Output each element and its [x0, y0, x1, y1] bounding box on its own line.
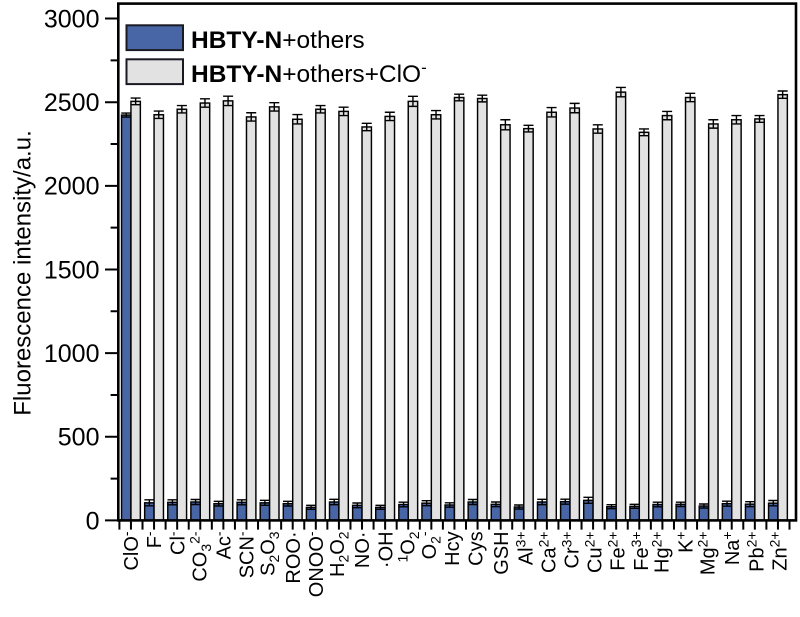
- svg-text:S2​O3​: S2​O3​: [257, 531, 282, 576]
- svg-text:Mg2+​: Mg2+​: [695, 531, 720, 575]
- svg-text:HBTY-N+others: HBTY-N+others: [191, 27, 365, 54]
- svg-text:Pb2+​: Pb2+​: [743, 531, 768, 571]
- svg-text:Cys: Cys: [465, 531, 487, 565]
- svg-text:ClO-​: ClO-​: [118, 531, 143, 570]
- svg-text:Ac-​: Ac-​: [211, 531, 236, 559]
- svg-text:Na+​: Na+​: [719, 531, 744, 565]
- svg-text:Hcy: Hcy: [442, 531, 464, 565]
- svg-text:2000: 2000: [44, 173, 100, 201]
- svg-text:O2​-​: O2​-​: [416, 531, 444, 559]
- svg-text:CO3​2-​: CO3​2-​: [187, 531, 215, 582]
- svg-text:Ca2+​: Ca2+​: [535, 531, 560, 573]
- svg-text:1000: 1000: [44, 340, 100, 368]
- svg-text:Cu2+​: Cu2+​: [582, 531, 607, 573]
- svg-text:K+​: K+​: [673, 531, 698, 553]
- svg-text:SCN-​: SCN-​: [234, 531, 259, 578]
- svg-text:NO·: NO·: [352, 531, 374, 568]
- svg-text:Hg2+​: Hg2+​: [648, 531, 673, 573]
- svg-text:2500: 2500: [44, 89, 100, 117]
- svg-text:Fe2+​: Fe2+​: [605, 531, 630, 570]
- svg-text:1500: 1500: [44, 256, 100, 284]
- svg-text:500: 500: [58, 424, 100, 452]
- svg-text:Cr3+​: Cr3+​: [558, 531, 583, 568]
- svg-text:H2​O2​: H2​O2​: [327, 531, 352, 577]
- svg-text:ROO·: ROO·: [283, 531, 305, 583]
- svg-text:GSH: GSH: [491, 531, 513, 574]
- svg-text:ONOO-​: ONOO-​: [303, 531, 328, 597]
- svg-text:Fluorescence intensity/a.u.: Fluorescence intensity/a.u.: [10, 130, 37, 415]
- svg-text:1​O2​: 1​O2​: [394, 531, 422, 562]
- svg-text:Cl-​: Cl-​: [164, 531, 189, 555]
- svg-text:·OH: ·OH: [375, 531, 397, 568]
- svg-text:Zn2+​: Zn2+​: [766, 531, 791, 570]
- svg-text:3000: 3000: [44, 5, 100, 33]
- svg-text:Fe3+​: Fe3+​: [628, 531, 653, 570]
- svg-text:Al3+​: Al3+​: [512, 531, 537, 565]
- svg-text:F-​: F-​: [141, 531, 166, 548]
- svg-text:HBTY-N+others+ClO-: HBTY-N+others+ClO-: [191, 58, 427, 88]
- svg-text:0: 0: [86, 507, 100, 535]
